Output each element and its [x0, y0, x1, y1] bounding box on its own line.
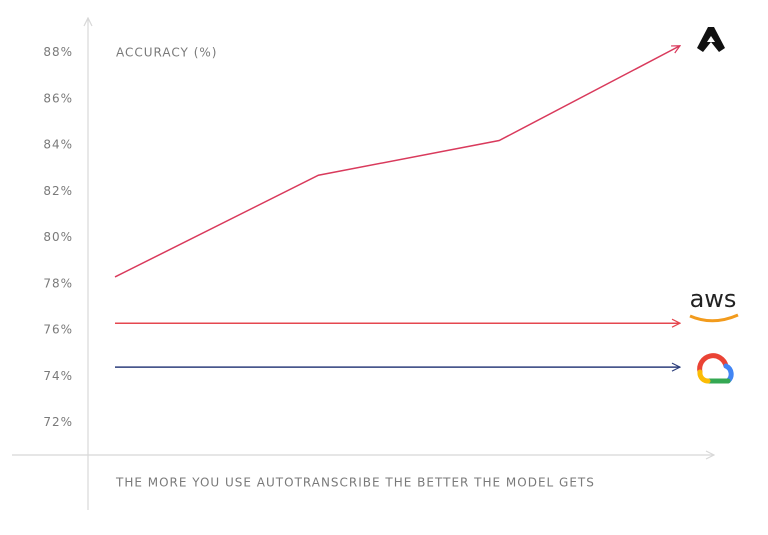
y-tick-label: 72%	[43, 415, 73, 429]
x-axis-label: THE MORE YOU USE AUTOTRANSCRIBE THE BETT…	[115, 476, 595, 490]
y-tick-label: 78%	[43, 276, 73, 290]
google-cloud-logo	[697, 353, 734, 384]
y-tick-label: 76%	[43, 323, 73, 337]
y-tick-label: 84%	[43, 138, 73, 152]
y-tick-label: 88%	[43, 45, 73, 59]
y-tick-label: 86%	[43, 91, 73, 105]
y-tick-label: 80%	[43, 230, 73, 244]
y-tick-label: 82%	[43, 184, 73, 198]
aws-smile	[689, 313, 739, 323]
speechmatics-logo	[697, 27, 725, 52]
series-line	[114, 45, 680, 278]
y-axis-label: ACCURACY (%)	[116, 46, 217, 60]
aws-logo: aws	[690, 285, 737, 313]
y-tick-label: 74%	[43, 369, 73, 383]
